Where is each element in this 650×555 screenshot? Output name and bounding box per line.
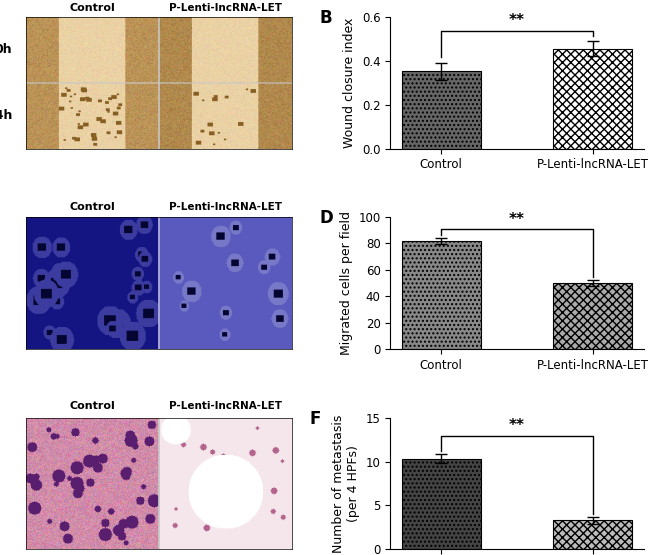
Text: F: F xyxy=(309,410,320,428)
Text: B: B xyxy=(320,9,332,27)
Y-axis label: Migrated cells per field: Migrated cells per field xyxy=(340,211,353,355)
Text: P-Lenti-lncRNA-LET: P-Lenti-lncRNA-LET xyxy=(169,401,282,411)
Text: 24h: 24h xyxy=(0,109,12,122)
Bar xyxy=(553,283,632,349)
Text: P-Lenti-lncRNA-LET: P-Lenti-lncRNA-LET xyxy=(169,3,282,13)
Y-axis label: Wound closure index: Wound closure index xyxy=(343,17,356,148)
Text: Control: Control xyxy=(70,201,116,211)
Text: 0h: 0h xyxy=(0,43,12,57)
Text: P-Lenti-lncRNA-LET: P-Lenti-lncRNA-LET xyxy=(169,201,282,211)
Bar xyxy=(402,241,480,349)
Text: **: ** xyxy=(509,417,525,432)
Bar xyxy=(402,71,480,149)
Bar xyxy=(553,48,632,149)
Y-axis label: Number of metastasis
(per 4 HPFs): Number of metastasis (per 4 HPFs) xyxy=(332,415,360,553)
Text: **: ** xyxy=(509,13,525,28)
Bar xyxy=(402,459,480,549)
Text: D: D xyxy=(320,209,333,227)
Text: Control: Control xyxy=(70,3,116,13)
Bar xyxy=(553,521,632,549)
Text: Control: Control xyxy=(70,401,116,411)
Text: **: ** xyxy=(509,212,525,227)
